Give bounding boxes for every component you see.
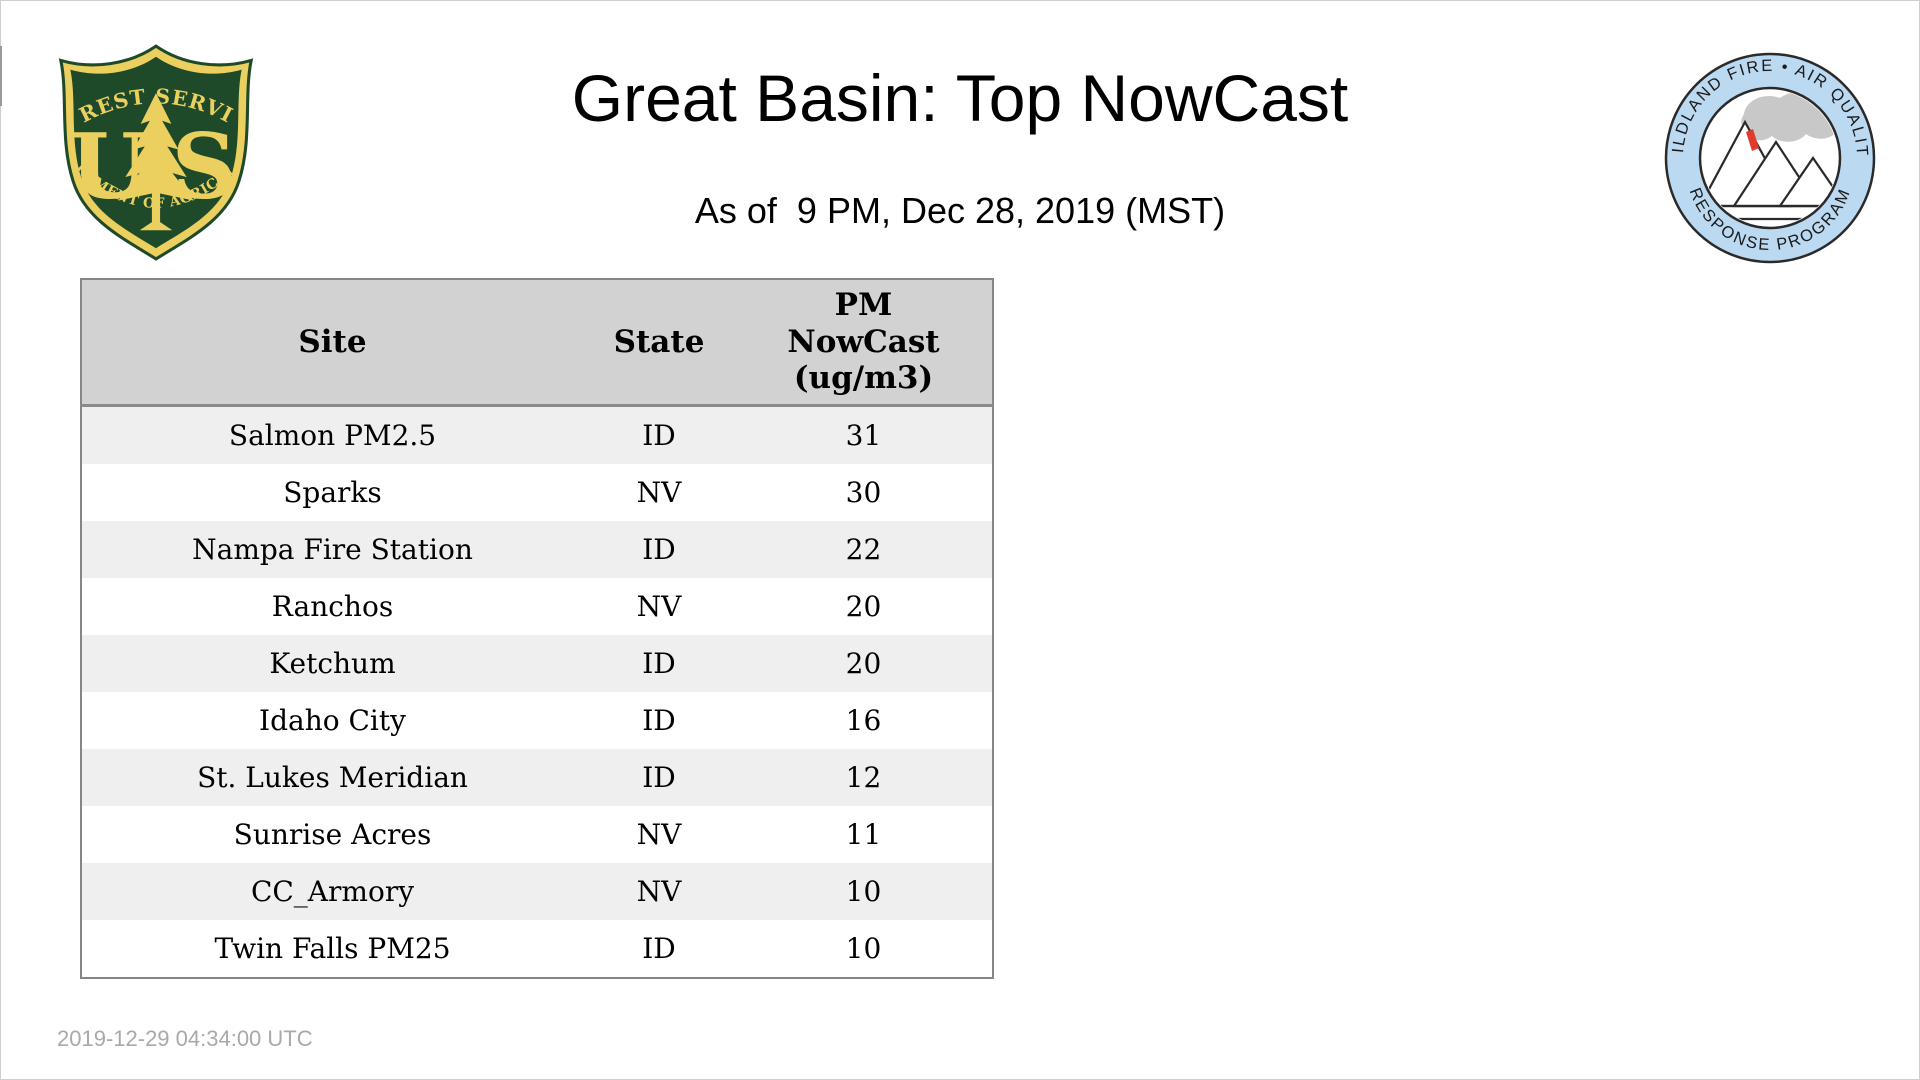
column-header-site: Site: [81, 279, 583, 407]
table-row: Sunrise Acres NV 11: [81, 806, 993, 863]
column-header-pm-nowcast: PM NowCast (ug/m3): [735, 279, 993, 407]
state-cell: ID: [642, 533, 676, 566]
table-header-row: Site State PM NowCast (ug/m3): [81, 279, 993, 407]
table-row: Nampa Fire Station ID 22: [81, 521, 993, 578]
state-cell: NV: [636, 476, 682, 509]
state-cell: ID: [642, 761, 676, 794]
site-cell: Ketchum: [269, 647, 396, 680]
site-cell: Idaho City: [259, 704, 406, 737]
state-cell: NV: [636, 818, 682, 851]
page-subtitle: As of 9 PM, Dec 28, 2019 (MST): [694, 190, 1226, 231]
table-row: Ketchum ID 20: [81, 635, 993, 692]
site-cell: Salmon PM2.5: [228, 419, 437, 452]
pm-nowcast-cell: 10: [845, 932, 882, 965]
state-cell: ID: [642, 704, 676, 737]
table-row: Sparks NV 30: [81, 464, 993, 521]
column-header-state: State: [583, 279, 735, 407]
pine-tree-icon: [118, 93, 194, 231]
page-title: Great Basin: Top NowCast: [571, 61, 1349, 135]
table-row: Twin Falls PM25 ID 10: [81, 920, 993, 978]
site-cell: Sparks: [283, 476, 382, 509]
table-row: St. Lukes Meridian ID 12: [81, 749, 993, 806]
table-row: CC_Armory NV 10: [81, 863, 993, 920]
flame-mark-icon: [1746, 129, 1759, 151]
pm-nowcast-cell: 12: [845, 761, 882, 794]
pm-header-line2: NowCast: [787, 323, 940, 360]
state-cell: NV: [636, 875, 682, 908]
site-cell: CC_Armory: [250, 875, 415, 908]
pm-nowcast-cell: 20: [845, 590, 882, 623]
pm-nowcast-cell: 30: [845, 476, 882, 509]
site-cell: Ranchos: [271, 590, 394, 623]
pm-nowcast-cell: 22: [845, 533, 882, 566]
generated-timestamp: 2019-12-29 04:34:00 UTC: [57, 1026, 313, 1051]
pm-nowcast-cell: 31: [845, 419, 882, 452]
table-row: Idaho City ID 16: [81, 692, 993, 749]
pm-nowcast-cell: 11: [845, 818, 882, 851]
state-cell: ID: [642, 647, 676, 680]
nowcast-table: Site State PM NowCast (ug/m3) Salmon PM2…: [80, 278, 994, 979]
site-cell: St. Lukes Meridian: [197, 761, 468, 794]
site-cell: Nampa Fire Station: [192, 533, 473, 566]
forest-service-logo: FOREST SERVICE U S DEPARTMENT OF AGRICUL…: [52, 42, 254, 261]
pm-nowcast-cell: 16: [845, 704, 882, 737]
site-cell: Sunrise Acres: [233, 818, 432, 851]
state-cell: ID: [642, 419, 676, 452]
table-row: Ranchos NV 20: [81, 578, 993, 635]
pm-header-line3: (ug/m3): [793, 360, 934, 397]
pm-nowcast-cell: 10: [845, 875, 882, 908]
pm-nowcast-cell: 20: [845, 647, 882, 680]
left-edge-artifact: [0, 46, 2, 106]
site-cell: Twin Falls PM25: [214, 932, 451, 965]
state-cell: ID: [642, 932, 676, 965]
wildland-fire-air-quality-logo: WILDLAND FIRE • AIR QUALITY RESPONSE PRO…: [1660, 48, 1876, 264]
pm-header-line1: PM: [834, 287, 893, 324]
table-row: Salmon PM2.5 ID 31: [81, 405, 993, 464]
shield-letter-s: S: [172, 114, 237, 220]
state-cell: NV: [636, 590, 682, 623]
